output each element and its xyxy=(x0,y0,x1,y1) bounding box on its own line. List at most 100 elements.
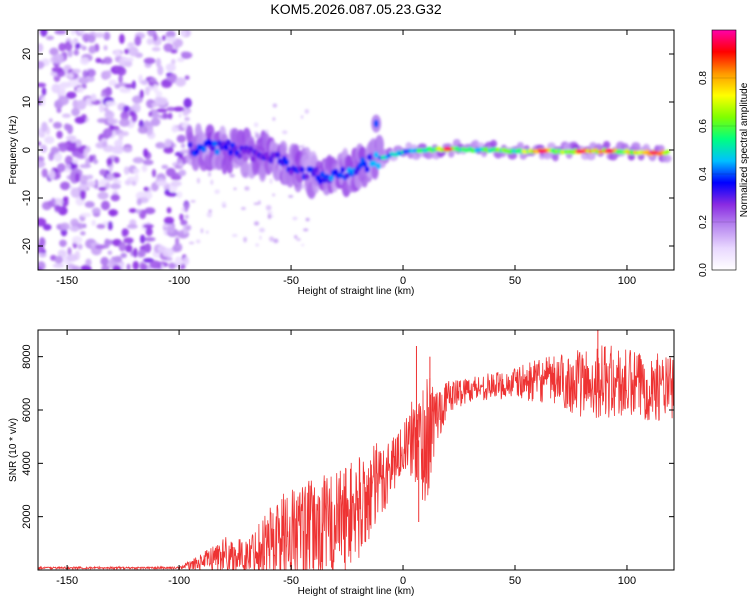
track-core xyxy=(664,149,670,155)
track-core xyxy=(357,162,364,169)
noise-speckle xyxy=(265,204,272,211)
noise-patch xyxy=(123,237,134,244)
noise-patch xyxy=(40,97,46,107)
track-core xyxy=(313,166,319,174)
noise-patch xyxy=(144,242,152,254)
y-tick-label: 8000 xyxy=(21,344,33,368)
snr-series-line xyxy=(38,345,674,570)
colorbar-frame xyxy=(711,29,737,271)
spectrogram-x-axis-label: Height of straight line (km) xyxy=(298,286,415,297)
track-core xyxy=(337,172,343,179)
track-core xyxy=(339,166,346,174)
noise-speckle xyxy=(255,243,260,247)
noise-speckle xyxy=(304,108,310,114)
noise-patch xyxy=(94,244,107,250)
noise-speckle xyxy=(303,228,309,232)
noise-patch xyxy=(127,42,135,47)
noise-patch xyxy=(114,83,121,89)
noise-patch xyxy=(92,159,99,165)
track-hotspot xyxy=(442,147,453,152)
figure-title: KOM5.2026.087.05.23.G32 xyxy=(270,1,441,17)
noise-speckle xyxy=(253,202,260,205)
y-tick-label: -20 xyxy=(21,238,33,254)
x-tick-label: 100 xyxy=(618,275,636,287)
noise-speckle xyxy=(206,211,213,218)
noise-patch xyxy=(140,79,149,85)
noise-patch xyxy=(103,31,111,41)
track-halo xyxy=(185,124,193,142)
noise-patch xyxy=(71,265,81,270)
noise-patch xyxy=(156,108,168,113)
noise-patch xyxy=(88,154,94,163)
noise-patch xyxy=(108,209,119,217)
noise-patch xyxy=(73,49,79,56)
noise-patch xyxy=(182,256,190,266)
noise-patch xyxy=(58,42,67,52)
noise-patch xyxy=(91,207,101,215)
noise-patch xyxy=(71,236,83,244)
noise-patch xyxy=(177,57,185,63)
noise-patch xyxy=(182,108,189,117)
noise-patch xyxy=(143,57,156,65)
noise-speckle xyxy=(253,122,259,128)
noise-patch xyxy=(174,256,183,267)
noise-patch xyxy=(166,207,172,214)
x-tick-label: -150 xyxy=(56,275,78,287)
noise-patch xyxy=(58,144,68,152)
noise-patch xyxy=(119,33,125,45)
noise-patch xyxy=(71,151,81,158)
noise-speckle xyxy=(288,195,294,198)
colorbar-tick-label: 0.2 xyxy=(698,215,709,229)
track-core xyxy=(375,162,381,170)
noise-patch xyxy=(141,164,148,173)
noise-patch xyxy=(171,126,179,132)
noise-patch xyxy=(76,99,87,110)
noise-patch xyxy=(107,118,119,125)
noise-patch xyxy=(114,139,123,148)
noise-patch xyxy=(103,56,113,65)
noise-speckle xyxy=(254,132,260,139)
y-tick-label: 10 xyxy=(21,96,33,108)
noise-speckle xyxy=(178,162,184,167)
noise-patch xyxy=(170,180,182,187)
noise-speckle xyxy=(298,145,304,148)
noise-patch xyxy=(41,168,48,178)
noise-patch xyxy=(58,86,66,97)
noise-patch xyxy=(113,50,122,57)
noise-patch xyxy=(54,30,67,35)
track-hotspot xyxy=(574,149,585,154)
noise-patch xyxy=(135,209,142,214)
noise-patch xyxy=(71,107,80,117)
isolated-blob xyxy=(373,119,379,128)
track-core xyxy=(250,155,256,163)
noise-patch xyxy=(111,147,124,155)
colorbar-tick-label: 0.0 xyxy=(698,263,709,277)
track-core xyxy=(201,146,207,153)
noise-patch xyxy=(100,256,109,266)
noise-patch xyxy=(146,38,154,45)
noise-patch xyxy=(67,72,74,79)
noise-patch xyxy=(113,257,123,263)
noise-patch xyxy=(165,63,176,72)
noise-patch xyxy=(86,68,96,77)
noise-patch xyxy=(181,30,187,37)
noise-speckle xyxy=(300,115,304,119)
noise-patch xyxy=(96,224,106,229)
noise-patch xyxy=(118,241,127,252)
track-core xyxy=(299,166,305,173)
noise-patch xyxy=(85,258,92,267)
noise-patch xyxy=(80,180,87,186)
noise-speckle xyxy=(244,186,250,191)
noise-speckle xyxy=(229,173,235,178)
noise-patch xyxy=(56,163,66,173)
x-tick-label: 50 xyxy=(509,575,521,587)
noise-patch xyxy=(96,118,109,124)
track-core xyxy=(366,154,373,161)
noise-patch xyxy=(99,103,104,113)
noise-patch xyxy=(125,244,133,253)
noise-patch xyxy=(128,46,139,57)
noise-patch xyxy=(42,223,52,231)
noise-speckle xyxy=(267,213,272,219)
track-core xyxy=(373,151,379,159)
